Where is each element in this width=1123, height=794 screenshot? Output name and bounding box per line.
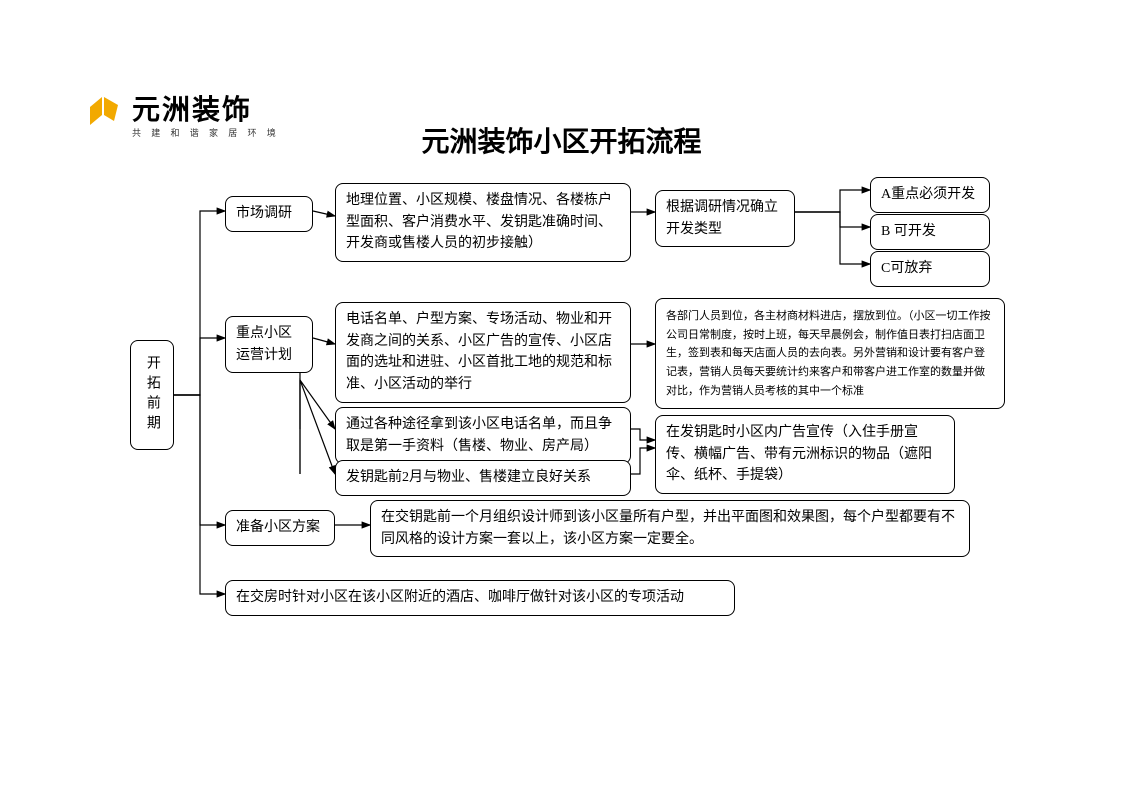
node-survey-detail: 地理位置、小区规模、楼盘情况、各楼栋户型面积、客户消费水平、发钥匙准确时间、开发… — [335, 183, 631, 262]
edge — [300, 380, 335, 429]
edge — [795, 190, 870, 212]
edge — [313, 211, 335, 216]
edge — [313, 338, 335, 344]
node-establish: 根据调研情况确立开发类型 — [655, 190, 795, 247]
page-title: 元洲装饰小区开拓流程 — [0, 120, 1123, 160]
edge — [174, 395, 225, 525]
edge — [174, 211, 225, 395]
node-prepare: 准备小区方案 — [225, 510, 335, 546]
node-ad: 在发钥匙时小区内广告宣传（入住手册宣传、横幅广告、带有元洲标识的物品（遮阳伞、纸… — [655, 415, 955, 494]
node-root: 开拓前期 — [130, 340, 174, 450]
node-option-a: A重点必须开发 — [870, 177, 990, 213]
edge — [795, 212, 870, 264]
node-ops-plan: 重点小区运营计划 — [225, 316, 313, 373]
node-event: 在交房时针对小区在该小区附近的酒店、咖啡厅做针对该小区的专项活动 — [225, 580, 735, 616]
node-option-b: B 可开发 — [870, 214, 990, 250]
edge — [174, 338, 225, 395]
node-option-c: C可放弃 — [870, 251, 990, 287]
node-design: 在交钥匙前一个月组织设计师到该小区量所有户型，并出平面图和效果图，每个户型都要有… — [370, 500, 970, 557]
logo-shape-2 — [104, 97, 118, 121]
node-relation: 发钥匙前2月与物业、售楼建立良好关系 — [335, 460, 631, 496]
node-ops-detail: 电话名单、户型方案、专场活动、物业和开发商之间的关系、小区广告的宣传、小区店面的… — [335, 302, 631, 403]
edge — [795, 212, 870, 227]
node-phone-list: 通过各种途径拿到该小区电话名单，而且争取是第一手资料（售楼、物业、房产局） — [335, 407, 631, 464]
edge — [174, 395, 225, 594]
node-ops-notes: 各部门人员到位，各主材商材料进店，摆放到位。（小区一切工作按公司日常制度，按时上… — [655, 298, 1005, 409]
edge — [631, 429, 655, 440]
node-survey: 市场调研 — [225, 196, 313, 232]
edge — [631, 448, 655, 474]
edge — [300, 380, 335, 474]
